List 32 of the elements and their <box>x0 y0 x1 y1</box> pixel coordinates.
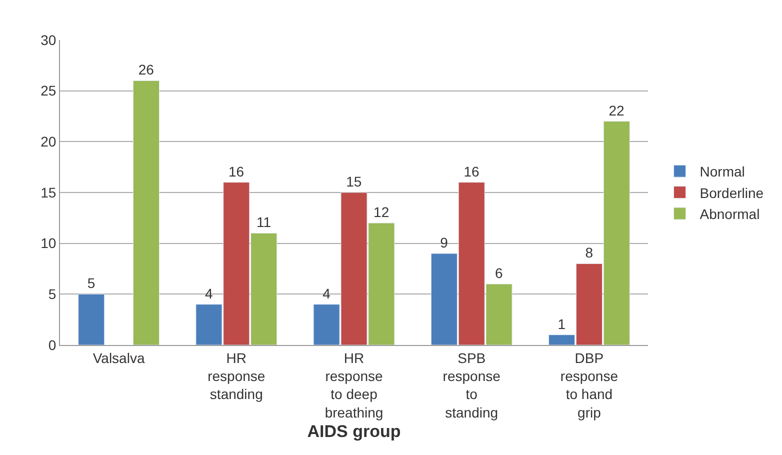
legend-label: Abnormal <box>700 206 760 222</box>
data-label: 6 <box>495 265 504 281</box>
x-tick-label: HR response to deep breathing <box>324 350 384 420</box>
bar <box>78 294 105 345</box>
y-tick-label: 0 <box>48 336 56 353</box>
x-tick-label: SPB response to standing <box>442 350 501 420</box>
x-tick-label: Valsalva <box>92 350 145 366</box>
data-label: 11 <box>256 214 272 230</box>
data-label: 5 <box>87 275 96 292</box>
legend-label: Normal <box>700 164 745 180</box>
x-axis-title: AIDS group <box>307 422 401 441</box>
y-tick-label: 5 <box>48 286 56 302</box>
data-label: 4 <box>322 285 331 302</box>
legend-label: Borderline <box>700 184 764 201</box>
bar <box>132 80 160 345</box>
y-tick-label: 10 <box>40 235 56 252</box>
x-tick-label: HR response standing <box>208 350 266 402</box>
y-tick-label: 20 <box>40 134 56 150</box>
y-tick-label: 30 <box>40 32 56 48</box>
data-label: 1 <box>558 316 566 332</box>
data-label: 12 <box>374 204 390 220</box>
data-label: 4 <box>204 285 213 302</box>
data-label: 16 <box>464 163 480 180</box>
x-tick-label: DBP response to hand grip <box>560 350 618 420</box>
data-label: 26 <box>138 62 154 78</box>
data-label: 22 <box>608 102 625 118</box>
data-label: 16 <box>228 163 244 180</box>
y-tick-label: 25 <box>40 82 56 99</box>
data-label: 8 <box>585 244 594 261</box>
data-label: 15 <box>346 174 362 190</box>
y-tick-label: 15 <box>40 184 56 200</box>
data-label: 9 <box>440 234 448 250</box>
